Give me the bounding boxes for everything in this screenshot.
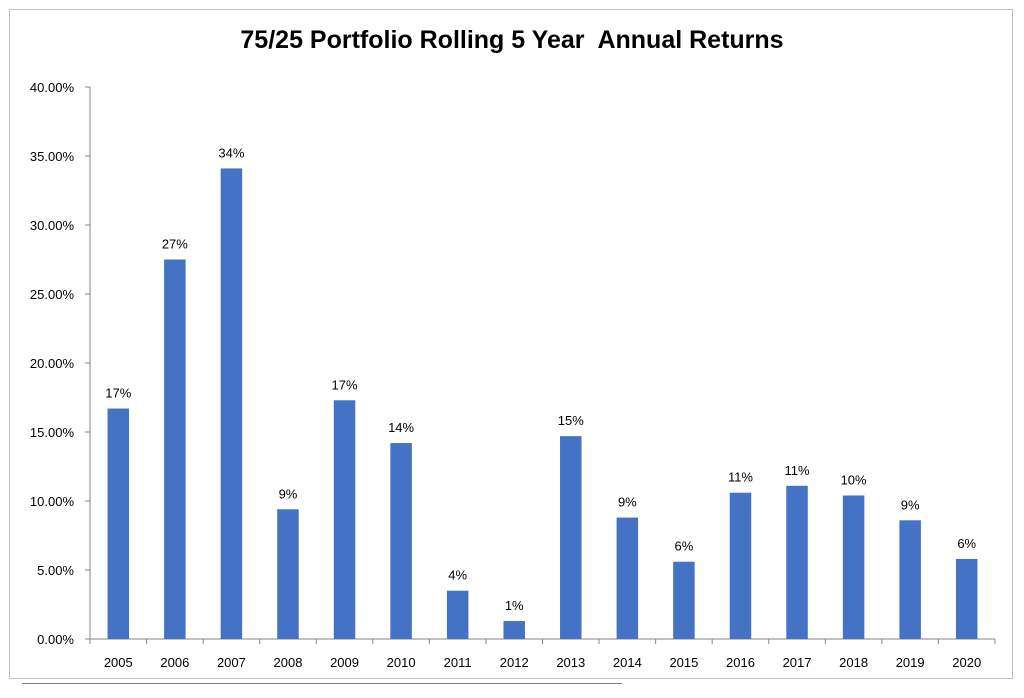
- data-label-2010: 14%: [388, 420, 414, 435]
- data-label-2011: 4%: [448, 568, 467, 583]
- x-tick-label: 2008: [274, 655, 303, 670]
- bottom-rule: [22, 683, 622, 684]
- bar-2018: [842, 495, 865, 639]
- x-axis: 2005 2006 2007 2008 2009 2010 2011 2012 2013 2014…: [89, 638, 996, 670]
- bar-2009: [333, 400, 356, 639]
- x-tick-label: 2015: [669, 655, 698, 670]
- x-tick-label: 2019: [896, 655, 925, 670]
- x-tick-label: 2006: [160, 655, 189, 670]
- bar-2008: [277, 509, 299, 639]
- bar-2011: [446, 590, 469, 639]
- bar-2010: [390, 443, 412, 639]
- y-tick-label: 10.00%: [30, 494, 75, 509]
- y-tick-label: 35.00%: [30, 149, 75, 164]
- data-label-2017: 11%: [785, 463, 810, 478]
- bar-2017: [786, 485, 808, 639]
- data-label-2015: 6%: [675, 539, 694, 554]
- x-tick-label: 2007: [217, 655, 246, 670]
- x-tick-label: 2017: [783, 655, 812, 670]
- bar-2007: [220, 168, 243, 640]
- y-tick-label: 30.00%: [30, 218, 75, 233]
- bar-2013: [560, 436, 582, 639]
- data-label-2006: 27%: [162, 237, 188, 252]
- bar-2014: [616, 517, 639, 639]
- data-label-2019: 9%: [901, 497, 920, 512]
- y-tick-label: 5.00%: [37, 563, 74, 578]
- x-tick-label: 2011: [444, 655, 472, 670]
- data-label-2007: 34%: [218, 145, 244, 160]
- x-tick-label: 2014: [613, 655, 642, 670]
- bar-2006: [164, 259, 186, 639]
- bar-2020: [955, 558, 978, 639]
- x-tick-label: 2016: [726, 655, 755, 670]
- x-tick-label: 2010: [387, 655, 416, 670]
- y-tick-label: 20.00%: [30, 356, 75, 371]
- y-tick-label: 40.00%: [30, 80, 75, 95]
- x-tick-label: 2020: [952, 655, 981, 670]
- bar-2012: [503, 621, 525, 639]
- data-label-2020: 6%: [957, 536, 976, 551]
- data-label-2014: 9%: [618, 495, 637, 510]
- bar-2005: [107, 408, 130, 639]
- x-tick-label: 2013: [556, 655, 585, 670]
- data-label-2018: 10%: [841, 472, 867, 487]
- x-tick-label: 2018: [839, 655, 868, 670]
- x-tick-label: 2009: [330, 655, 359, 670]
- data-label-2008: 9%: [279, 486, 298, 501]
- y-tick-label: 0.00%: [37, 632, 74, 647]
- bar-2016: [729, 492, 752, 639]
- y-axis: 0.00% 5.00% 10.00% 15.00% 20.00% 25.00% 30.00%…: [30, 80, 91, 647]
- chart-title: 75/25 Portfolio Rolling 5 Year Annual Re…: [240, 26, 784, 54]
- x-tick-label: 2012: [500, 655, 529, 670]
- data-label-2012: 1%: [505, 598, 524, 613]
- data-label-2016: 11%: [728, 470, 753, 485]
- data-label-2005: 17%: [105, 386, 131, 401]
- bar-2015: [673, 561, 695, 639]
- x-tick-label: 2005: [104, 655, 133, 670]
- bars: [107, 168, 978, 640]
- data-label-2009: 17%: [332, 377, 358, 392]
- y-tick-label: 15.00%: [30, 425, 75, 440]
- bar-2019: [899, 520, 921, 639]
- data-label-2013: 15%: [558, 413, 584, 428]
- y-tick-label: 25.00%: [30, 287, 75, 302]
- data-labels: 17% 27% 34% 9% 17% 14% 4% 1% 15% 9% 6% 11% 11% 10% 9% 6…: [105, 145, 976, 613]
